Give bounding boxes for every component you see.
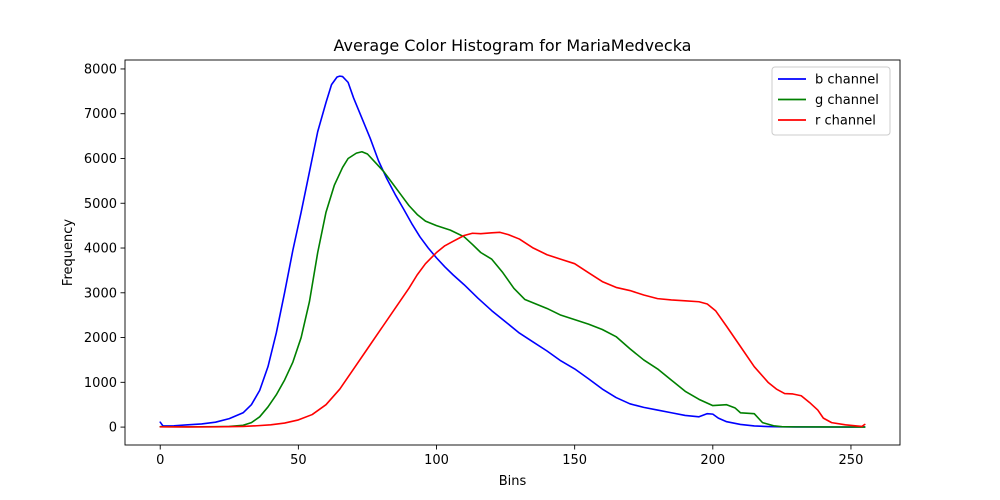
chart-title: Average Color Histogram for MariaMedveck… xyxy=(334,36,692,55)
y-axis-label: Frequency xyxy=(61,219,76,286)
series-line-g-channel xyxy=(159,150,866,428)
x-tick-label: 50 xyxy=(290,453,307,468)
axes-layer: 0 50 100 150 200 250 0 1000 2000 3000 4000 5000 6000… xyxy=(84,59,901,468)
series-line-b-channel xyxy=(159,75,866,428)
series-layer xyxy=(159,75,866,428)
x-tick-label: 0 xyxy=(156,453,164,468)
y-tick-label: 5000 xyxy=(84,197,117,212)
y-tick-label: 0 xyxy=(109,421,117,436)
plot-frame xyxy=(124,59,901,446)
y-tick-label: 7000 xyxy=(84,107,117,122)
y-tick-label: 8000 xyxy=(84,62,117,77)
x-tick-label: 150 xyxy=(562,453,587,468)
legend-label: b channel xyxy=(815,73,879,88)
x-tick-label: 200 xyxy=(700,453,725,468)
legend-label: r channel xyxy=(815,114,876,129)
x-axis-label: Bins xyxy=(499,474,527,489)
legend-label: g channel xyxy=(815,93,879,108)
x-tick-label: 250 xyxy=(839,453,864,468)
x-tick-label: 100 xyxy=(424,453,449,468)
y-tick-label: 6000 xyxy=(84,152,117,167)
y-tick-label: 4000 xyxy=(84,242,117,257)
legend-box xyxy=(771,66,891,136)
y-tick-label: 3000 xyxy=(84,286,117,301)
series-line-r-channel xyxy=(159,231,866,428)
legend: b channel g channel r channel xyxy=(771,66,891,136)
y-tick-label: 2000 xyxy=(84,331,117,346)
y-tick-label: 1000 xyxy=(84,376,117,391)
